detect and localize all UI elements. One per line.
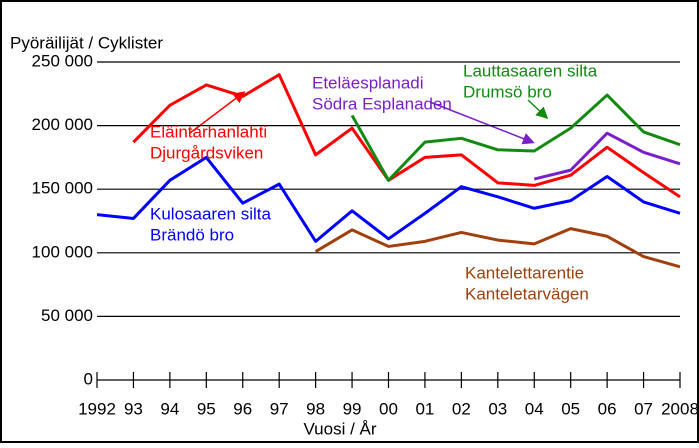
series-label: Kulosaaren silta	[150, 204, 272, 223]
series-label: Eläintarhanlahti	[150, 122, 267, 141]
series-label: Djurgårdsviken	[150, 143, 263, 162]
x-tick-label: 93	[124, 399, 143, 418]
series-label: Södra Esplanaden	[312, 94, 452, 113]
y-tick-label: 200 000	[32, 115, 93, 134]
arrow	[527, 99, 549, 120]
x-tick-label: 07	[634, 399, 653, 418]
x-tick-label: 99	[343, 399, 362, 418]
arrow	[189, 91, 246, 134]
x-tick-label: 94	[160, 399, 179, 418]
x-tick-label: 95	[197, 399, 216, 418]
series-label: Drumsö bro	[463, 82, 552, 101]
x-tick-label: 06	[598, 399, 617, 418]
x-tick-label: 01	[415, 399, 434, 418]
series-line	[533, 131, 681, 181]
x-tick-label: 03	[488, 399, 507, 418]
x-tick-label: 2008	[661, 399, 699, 418]
series-label: Kantelettarentie	[465, 263, 584, 282]
series-label: Brändö bro	[150, 225, 234, 244]
y-tick-label: 0	[84, 369, 93, 388]
x-tick-label: 04	[525, 399, 544, 418]
x-tick-label: 00	[379, 399, 398, 418]
arrow	[429, 101, 535, 145]
x-tick-label: 1992	[78, 399, 116, 418]
y-tick-label: 50 000	[41, 306, 93, 325]
series-label: Lauttasaaren silta	[463, 61, 598, 80]
series-line	[132, 73, 681, 199]
x-axis-title: Vuosi / År	[303, 419, 376, 438]
series-line	[350, 93, 681, 182]
series-label: Kanteletarvägen	[465, 284, 589, 303]
x-tick-label: 98	[306, 399, 325, 418]
y-tick-label: 150 000	[32, 179, 93, 198]
series-line	[96, 155, 681, 243]
x-tick-label: 02	[452, 399, 471, 418]
x-tick-label: 96	[233, 399, 252, 418]
series-line	[314, 227, 681, 269]
y-axis-title: Pyöräilijät / Cyklister	[10, 33, 163, 52]
y-tick-label: 250 000	[32, 51, 93, 70]
x-tick-label: 97	[270, 399, 289, 418]
series-label: Eteläesplanadi	[312, 73, 424, 92]
x-tick-label: 05	[561, 399, 580, 418]
y-tick-label: 100 000	[32, 242, 93, 261]
